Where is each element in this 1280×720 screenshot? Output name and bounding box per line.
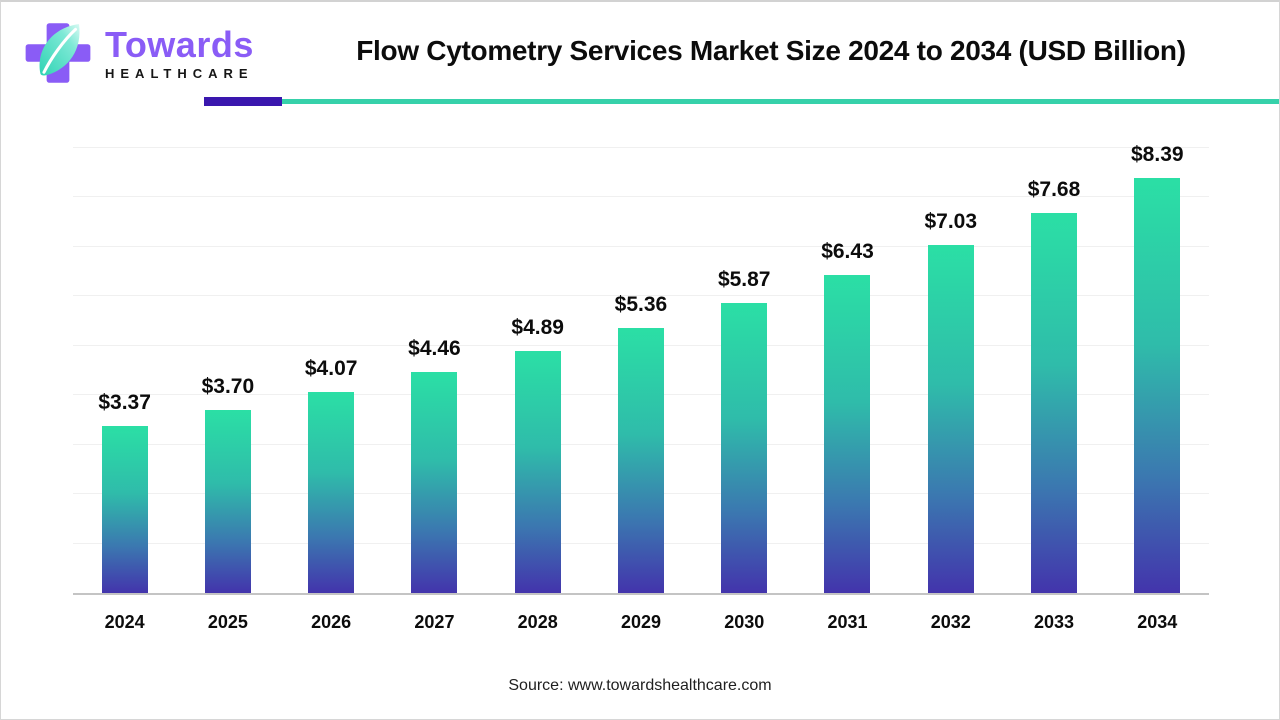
bar-value-label: $5.36 <box>614 292 668 316</box>
bar-column-2034: $8.39 <box>1106 143 1209 593</box>
medical-cross-leaf-icon <box>23 18 93 88</box>
bar-column-2025: $3.70 <box>176 145 279 593</box>
x-axis: 2024 2025 2026 2027 2028 2029 2030 2031 2032 2033… <box>73 612 1209 633</box>
x-axis-label: 2028 <box>517 612 558 632</box>
bar <box>824 275 871 593</box>
bar <box>101 426 148 593</box>
bar <box>204 410 251 593</box>
brand-wordmark: Towards HEALTHCARE <box>105 23 254 81</box>
divider-teal-segment <box>282 99 1279 104</box>
brand-subtitle: HEALTHCARE <box>105 65 254 81</box>
bar <box>1031 213 1078 593</box>
bar-value-label: $7.68 <box>1027 178 1081 202</box>
bar-value-label: $7.03 <box>924 210 978 234</box>
chart-title: Flow Cytometry Services Market Size 2024… <box>356 35 1186 66</box>
bar-column-2026: $4.07 <box>280 145 383 593</box>
x-axis-label: 2024 <box>104 612 145 632</box>
x-axis-label: 2025 <box>207 612 248 632</box>
brand-logo: Towards HEALTHCARE <box>23 18 254 88</box>
bar-column-2024: $3.37 <box>73 145 176 593</box>
brand-name: Towards <box>105 23 254 65</box>
bar-value-label: $3.70 <box>201 375 255 399</box>
bar-column-2031: $6.43 <box>796 145 899 593</box>
divider-purple-segment <box>204 97 282 106</box>
x-axis-label: 2034 <box>1137 612 1178 632</box>
bar <box>617 327 664 593</box>
bar-value-label: $3.37 <box>98 391 151 415</box>
bar-value-label: $4.46 <box>408 337 461 361</box>
x-axis-label: 2029 <box>620 612 661 632</box>
x-axis-label: 2031 <box>827 612 868 632</box>
x-axis-label: 2026 <box>311 612 352 632</box>
bar <box>514 351 561 593</box>
bar-column-2032: $7.03 <box>899 145 1002 593</box>
bar-value-label: $6.43 <box>821 240 874 264</box>
bar-column-2027: $4.46 <box>383 145 486 593</box>
source-text: Source: www.towardshealthcare.com <box>508 677 772 694</box>
x-axis-label: 2030 <box>724 612 765 632</box>
bar-value-label: $8.39 <box>1131 143 1184 167</box>
gridline <box>73 295 1209 297</box>
bar-value-label: $4.89 <box>511 316 564 340</box>
bar <box>411 372 458 593</box>
bar-column-2030: $5.87 <box>693 145 796 593</box>
header-divider <box>1 97 1279 107</box>
x-axis-label: 2033 <box>1034 612 1075 632</box>
bar <box>721 302 768 593</box>
bar <box>308 391 355 593</box>
bar-value-label: $5.87 <box>717 267 771 291</box>
x-axis-label: 2032 <box>930 612 971 632</box>
gridline <box>73 196 1209 198</box>
x-axis-label: 2027 <box>414 612 455 632</box>
bar-chart-plot-area: $3.37 $3.70 $4.07 $4.46 $4.89 $5.36 $5.87 $6.43… <box>73 143 1209 595</box>
bar-series: $3.37 $3.70 $4.07 $4.46 $4.89 $5.36 $5.87 $6.43… <box>73 143 1209 593</box>
bar-column-2029: $5.36 <box>589 145 692 593</box>
gridline <box>73 245 1209 247</box>
bar-value-label: $4.07 <box>304 356 358 380</box>
bar <box>1134 178 1181 593</box>
bar-column-2028: $4.89 <box>486 145 589 593</box>
header: Towards HEALTHCARE Flow Cytometry Servic… <box>1 2 1279 94</box>
bar <box>927 245 974 593</box>
gridline <box>73 146 1209 148</box>
bar-column-2033: $7.68 <box>1002 145 1105 593</box>
